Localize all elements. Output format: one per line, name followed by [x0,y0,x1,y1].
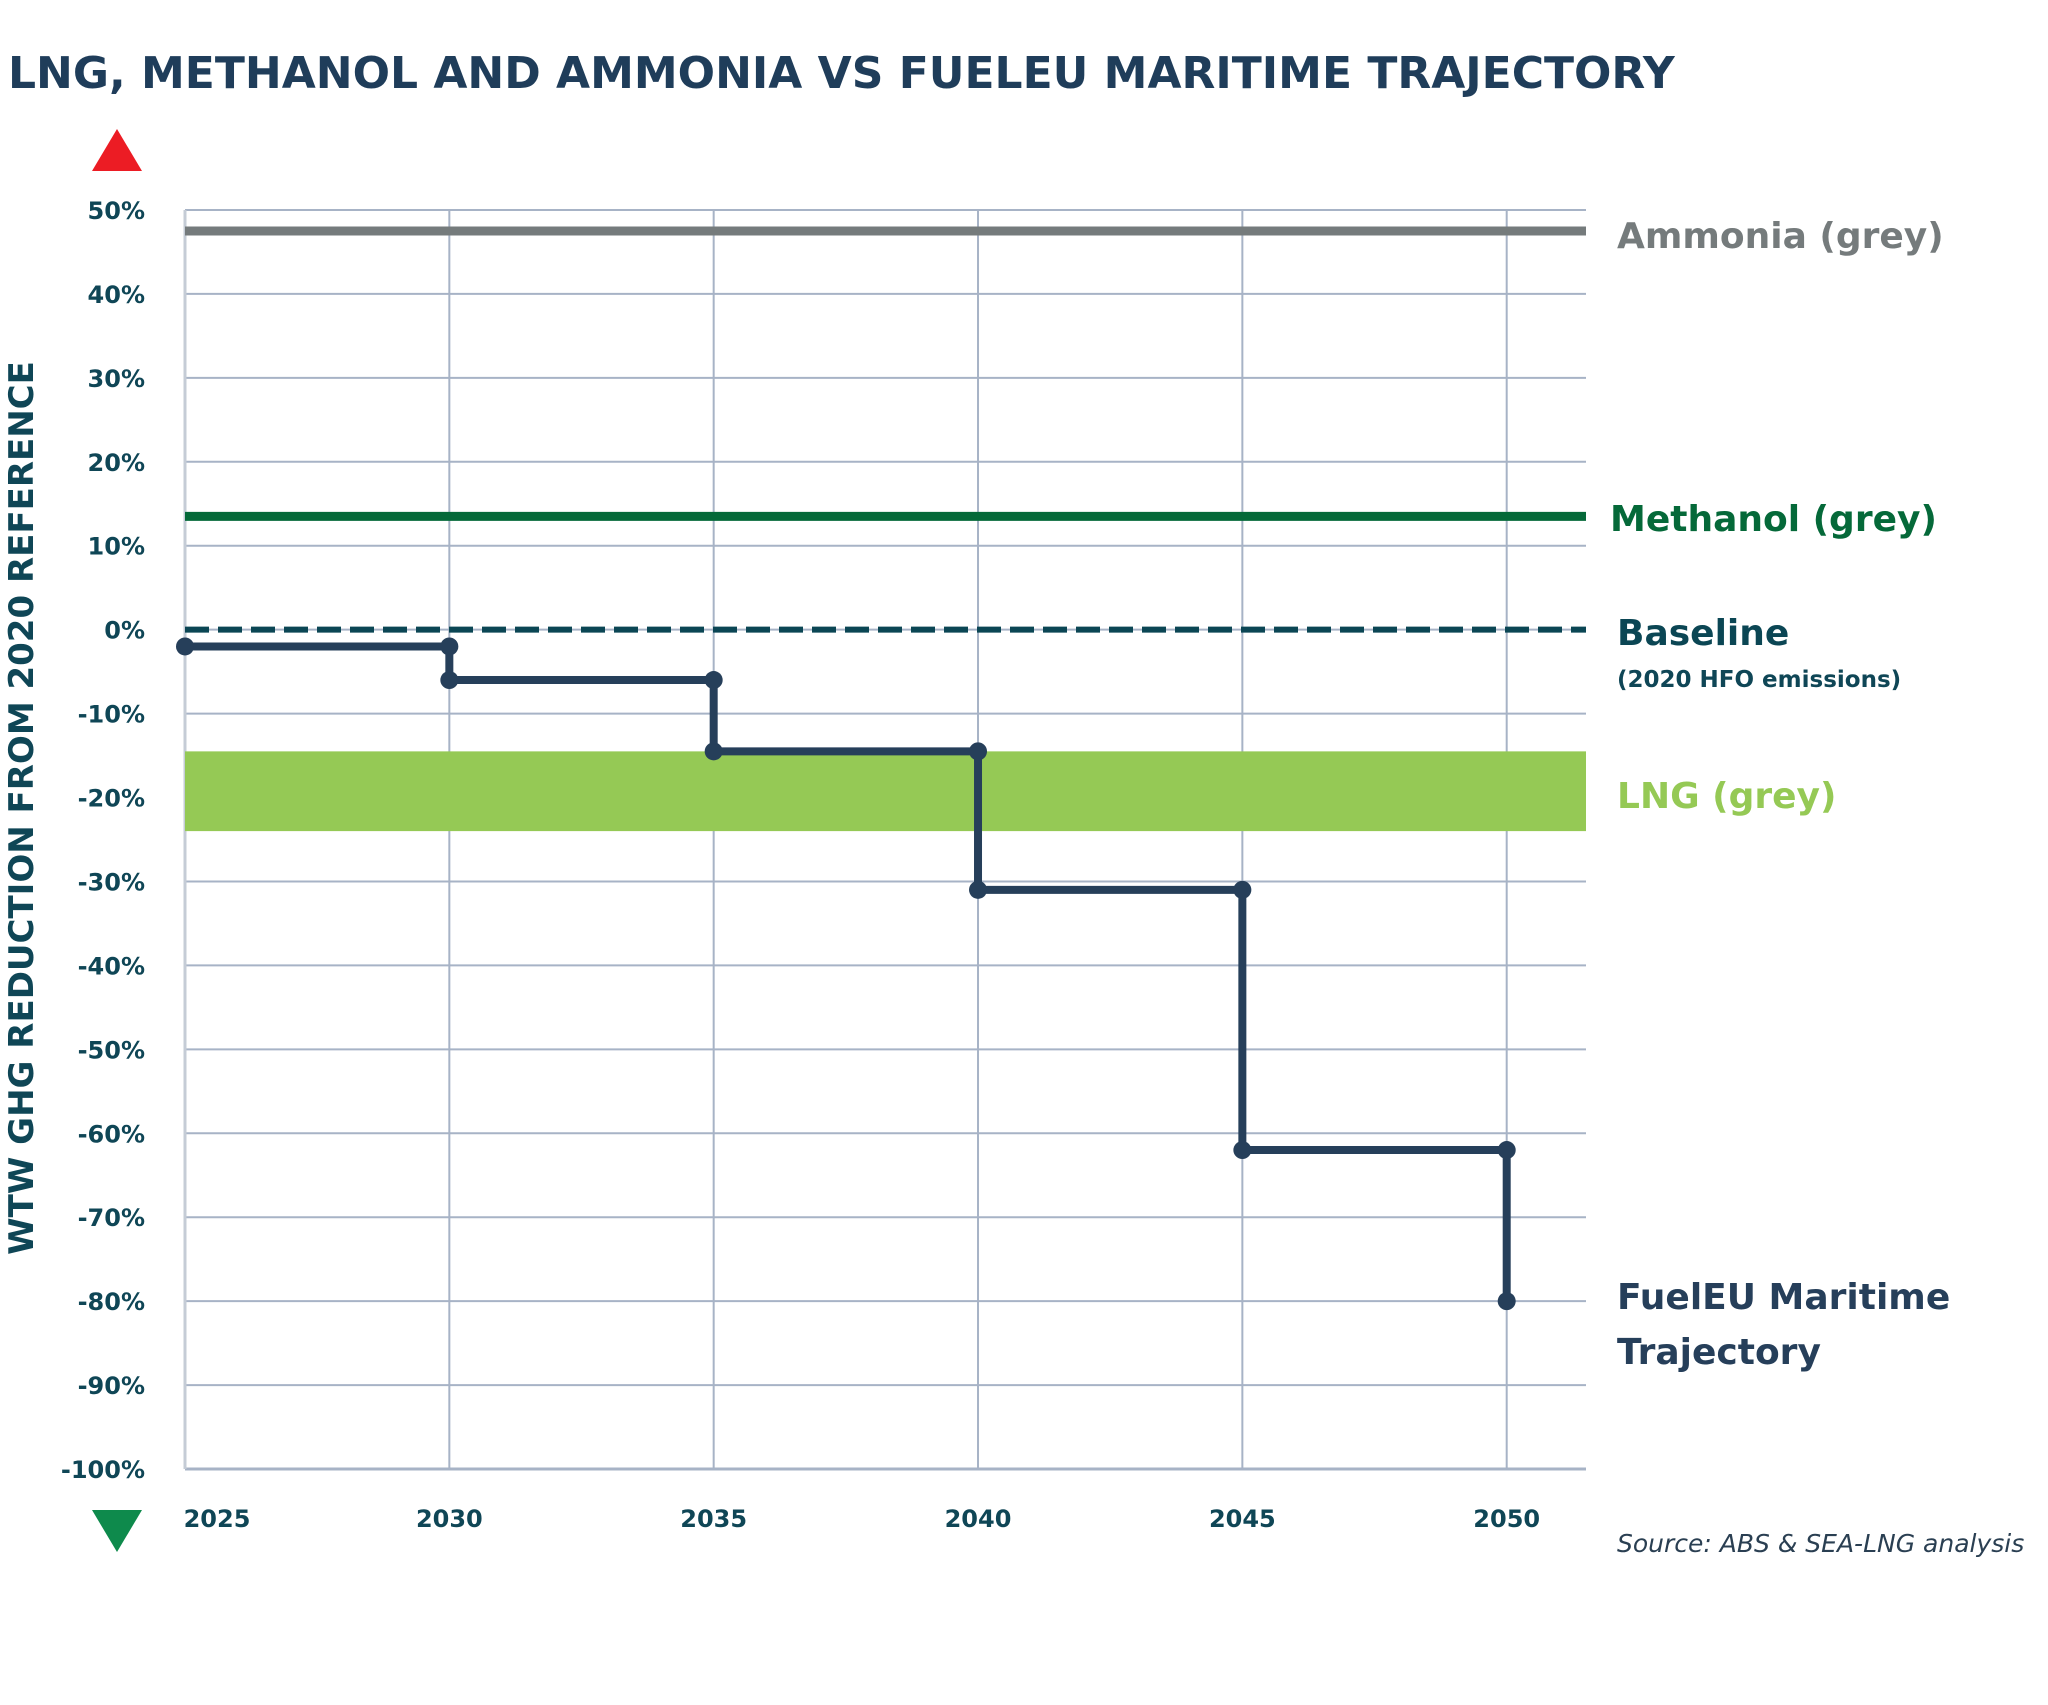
y-tick-label: -60% [78,1120,145,1148]
y-tick-label: 20% [88,449,145,477]
x-tick-label: 2030 [416,1505,483,1533]
x-tick-label: 2050 [1473,1505,1540,1533]
trajectory-step-point [1233,880,1252,899]
series-labels: Ammonia (grey) Methanol (grey) Baseline … [1610,216,1950,1373]
baseline-label: Baseline [1617,613,1789,654]
trajectory-step-point [1497,1141,1516,1160]
y-tick-label: 30% [88,365,145,393]
x-tick-label: 2040 [945,1505,1012,1533]
fueleu-label-line2: Trajectory [1617,1332,1821,1373]
x-tick-label: 2035 [680,1505,747,1533]
up-arrow-icon [92,129,142,171]
trajectory-point [176,637,194,656]
fueleu-trajectory-line [185,642,1511,1302]
fueleu-label-line1: FuelEU Maritime [1617,1277,1950,1318]
trajectory-step-point [440,637,459,656]
x-tick-label: 2045 [1209,1505,1276,1533]
ammonia-label: Ammonia (grey) [1617,216,1944,257]
y-tick-label: -50% [78,1036,145,1064]
chart-title: LNG, METHANOL AND AMMONIA VS FUELEU MARI… [8,48,1676,99]
lng-band [185,751,1586,832]
y-tick-label: 50% [88,197,145,225]
trajectory-step-point [969,742,988,761]
y-tick-label: 0% [104,617,145,645]
marks [176,226,1586,1311]
y-axis-label: WTW GHG REDUCTION FROM 2020 REFERENCE [2,361,42,1255]
grid [183,209,1586,1471]
y-tick-label: -40% [78,952,145,980]
ticks: 50% 40% 30% 20% 10% 0% -10% -20% -30% -40% -50% -60… [61,197,1540,1533]
y-tick-label: -90% [78,1372,145,1400]
y-tick-label: 40% [88,281,145,309]
y-tick-label: 10% [88,533,145,561]
lng-label: LNG (grey) [1617,776,1836,817]
trajectory-point [440,671,459,690]
trajectory-point [969,880,988,899]
methanol-label: Methanol (grey) [1610,499,1937,540]
y-tick-label: -80% [78,1288,145,1316]
y-tick-label: -30% [78,868,145,896]
trajectory-point [704,742,723,761]
y-tick-label: -100% [61,1456,145,1484]
y-tick-label: -20% [78,785,145,813]
trajectory-point [1233,1141,1252,1160]
baseline-sublabel: (2020 HFO emissions) [1617,667,1901,693]
x-tick-label: 2025 [184,1505,251,1533]
source-note: Source: ABS & SEA-LNG analysis [1617,1529,2024,1558]
y-tick-label: -70% [78,1204,145,1232]
y-tick-label: -10% [78,701,145,729]
trajectory-step-point [704,671,723,690]
trajectory-point [1497,1292,1516,1311]
down-arrow-icon [92,1510,142,1552]
